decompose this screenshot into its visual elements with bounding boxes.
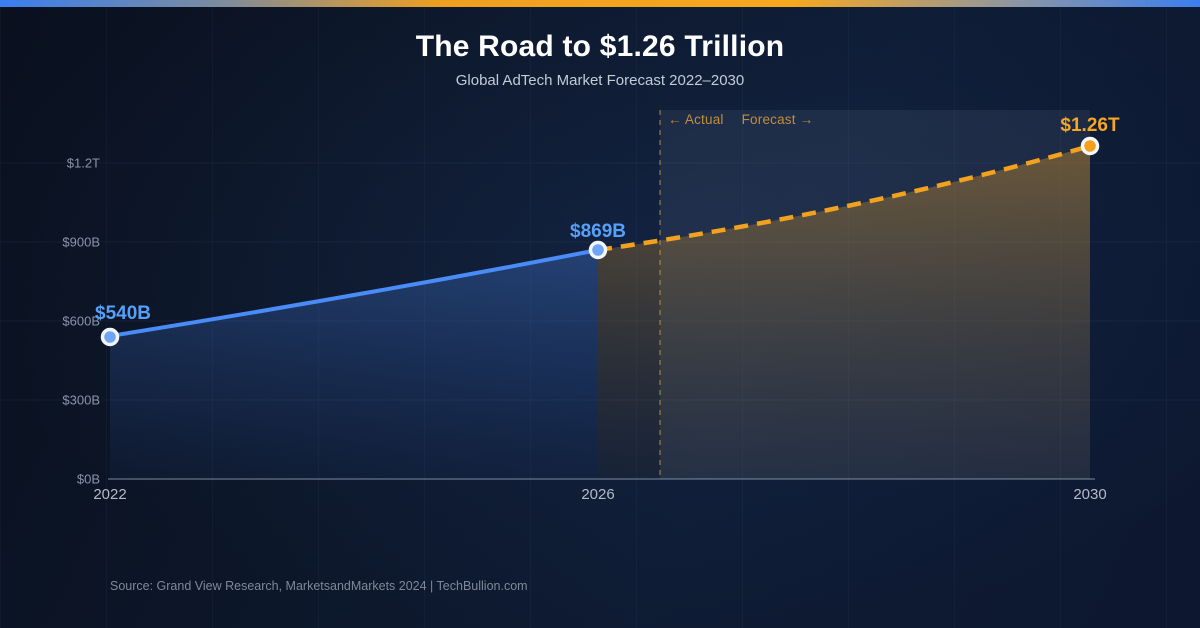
zone-labels: ← Actual Forecast → xyxy=(668,112,827,127)
value-label-2022: $540B xyxy=(95,303,151,324)
page-subtitle: Global AdTech Market Forecast 2022–2030 xyxy=(455,72,745,89)
page-title: The Road to $1.26 Trillion xyxy=(415,30,785,63)
y-tick-600: $600B xyxy=(62,313,100,329)
actual-zone-label: ← Actual xyxy=(668,112,724,127)
forecast-zone-label: Forecast → xyxy=(741,112,814,127)
x-tick-2030: 2030 xyxy=(1073,486,1107,503)
point-2026 xyxy=(588,240,608,260)
x-tick-2022: 2022 xyxy=(93,486,127,503)
y-tick-0: $0B xyxy=(76,471,100,487)
x-tick-2026: 2026 xyxy=(581,486,615,503)
value-label-2026: $869B xyxy=(570,221,626,242)
point-2022 xyxy=(100,327,120,347)
top-accent-bar xyxy=(0,0,1200,7)
y-tick-1200: $1.2T xyxy=(66,155,100,171)
forecast-line xyxy=(597,143,1091,253)
actual-line xyxy=(108,248,600,338)
y-tick-300: $300B xyxy=(62,392,100,408)
forecast-area-fill xyxy=(598,146,1090,479)
point-2030 xyxy=(1080,136,1100,156)
source-attribution: Source: Grand View Research, MarketsandM… xyxy=(110,579,528,593)
actual-area-fill xyxy=(110,250,598,479)
value-label-2030: $1.26T xyxy=(1060,115,1120,136)
y-tick-900: $900B xyxy=(62,234,100,250)
